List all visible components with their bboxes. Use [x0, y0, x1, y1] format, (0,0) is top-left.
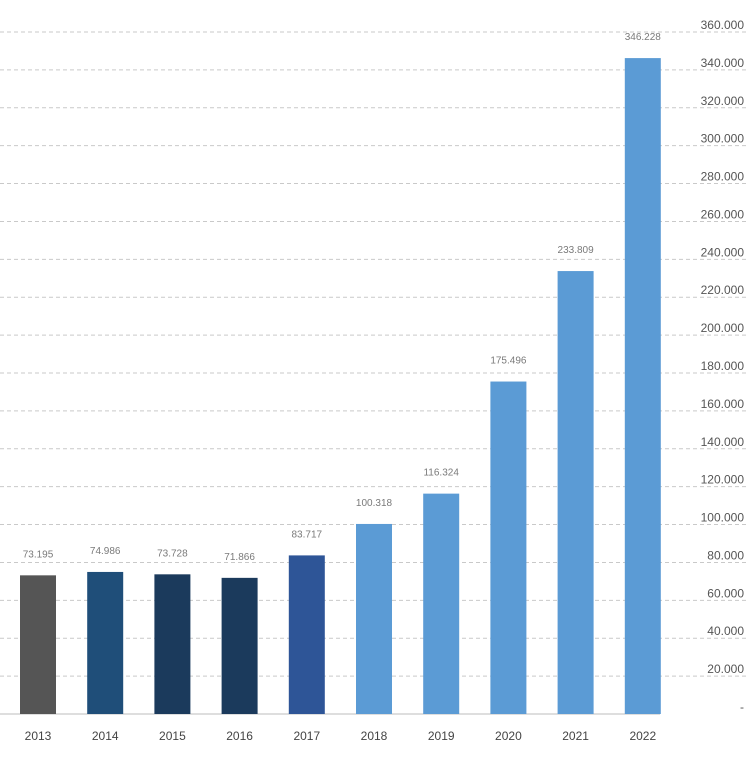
- data-label-2016: 71.866: [224, 552, 255, 563]
- y-tick-label: 40.000: [707, 624, 744, 638]
- y-tick-label: 360.000: [701, 18, 745, 32]
- y-tick-label: 260.000: [701, 207, 745, 221]
- x-tick-label-2014: 2014: [92, 729, 119, 743]
- x-tick-label-2013: 2013: [25, 729, 52, 743]
- y-tick-label: 320.000: [701, 94, 745, 108]
- data-label-2020: 175.496: [490, 356, 527, 367]
- y-tick-label: 300.000: [701, 132, 745, 146]
- bar-2013: [20, 575, 56, 714]
- x-tick-label-2018: 2018: [361, 729, 388, 743]
- bar-2022: [624, 58, 661, 715]
- x-axis-ticks: 2013 2014 2015 2016 2017 2018 2019 2020 2021 2022: [25, 729, 657, 743]
- y-tick-label: 340.000: [701, 56, 745, 70]
- data-label-2018: 100.318: [356, 498, 393, 509]
- y-tick-label: 200.000: [701, 321, 745, 335]
- y-tick-label: 100.000: [701, 511, 745, 525]
- y-tick-label: 80.000: [707, 548, 744, 562]
- y-tick-label: 180.000: [701, 359, 745, 373]
- data-label-2013: 73.195: [23, 549, 54, 560]
- y-axis-ticks: - 20.000 40.000 60.000 80.000 100.000 120.000 1…: [701, 18, 745, 714]
- x-tick-label-2015: 2015: [159, 729, 186, 743]
- y-tick-label: 220.000: [701, 283, 745, 297]
- y-tick-label: 160.000: [701, 397, 745, 411]
- x-tick-label-2020: 2020: [495, 729, 522, 743]
- data-label-2017: 83.717: [292, 529, 323, 540]
- x-tick-label-2017: 2017: [293, 729, 320, 743]
- x-tick-label-2019: 2019: [428, 729, 455, 743]
- bar-2018: [356, 523, 392, 714]
- data-label-2021: 233.809: [558, 245, 595, 256]
- y-tick-label: 240.000: [701, 245, 745, 259]
- bar-2019: [423, 493, 460, 714]
- bar-2015: [154, 574, 191, 714]
- y-tick-label: -: [740, 700, 744, 714]
- y-tick-label: 280.000: [701, 170, 745, 184]
- y-tick-label: 140.000: [701, 435, 745, 449]
- x-tick-label-2016: 2016: [226, 729, 253, 743]
- data-label-2019: 116.324: [423, 468, 459, 479]
- bars: [20, 58, 661, 715]
- bar-2021: [557, 271, 594, 714]
- bar-2016: [221, 577, 258, 714]
- data-label-2015: 73.728: [157, 548, 188, 559]
- y-tick-label: 60.000: [707, 586, 744, 600]
- data-label-2014: 74.986: [90, 546, 121, 557]
- x-tick-label-2021: 2021: [562, 729, 589, 743]
- y-tick-label: 20.000: [707, 662, 744, 676]
- y-tick-label: 120.000: [701, 473, 745, 487]
- data-labels: 73.195 74.986 73.728 71.866 83.717 100.318 116…: [23, 32, 662, 563]
- data-label-2022: 346.228: [625, 32, 662, 43]
- bar-2020: [490, 381, 527, 714]
- bar-2017: [288, 555, 325, 714]
- x-tick-label-2022: 2022: [629, 729, 656, 743]
- bar-2014: [87, 571, 124, 714]
